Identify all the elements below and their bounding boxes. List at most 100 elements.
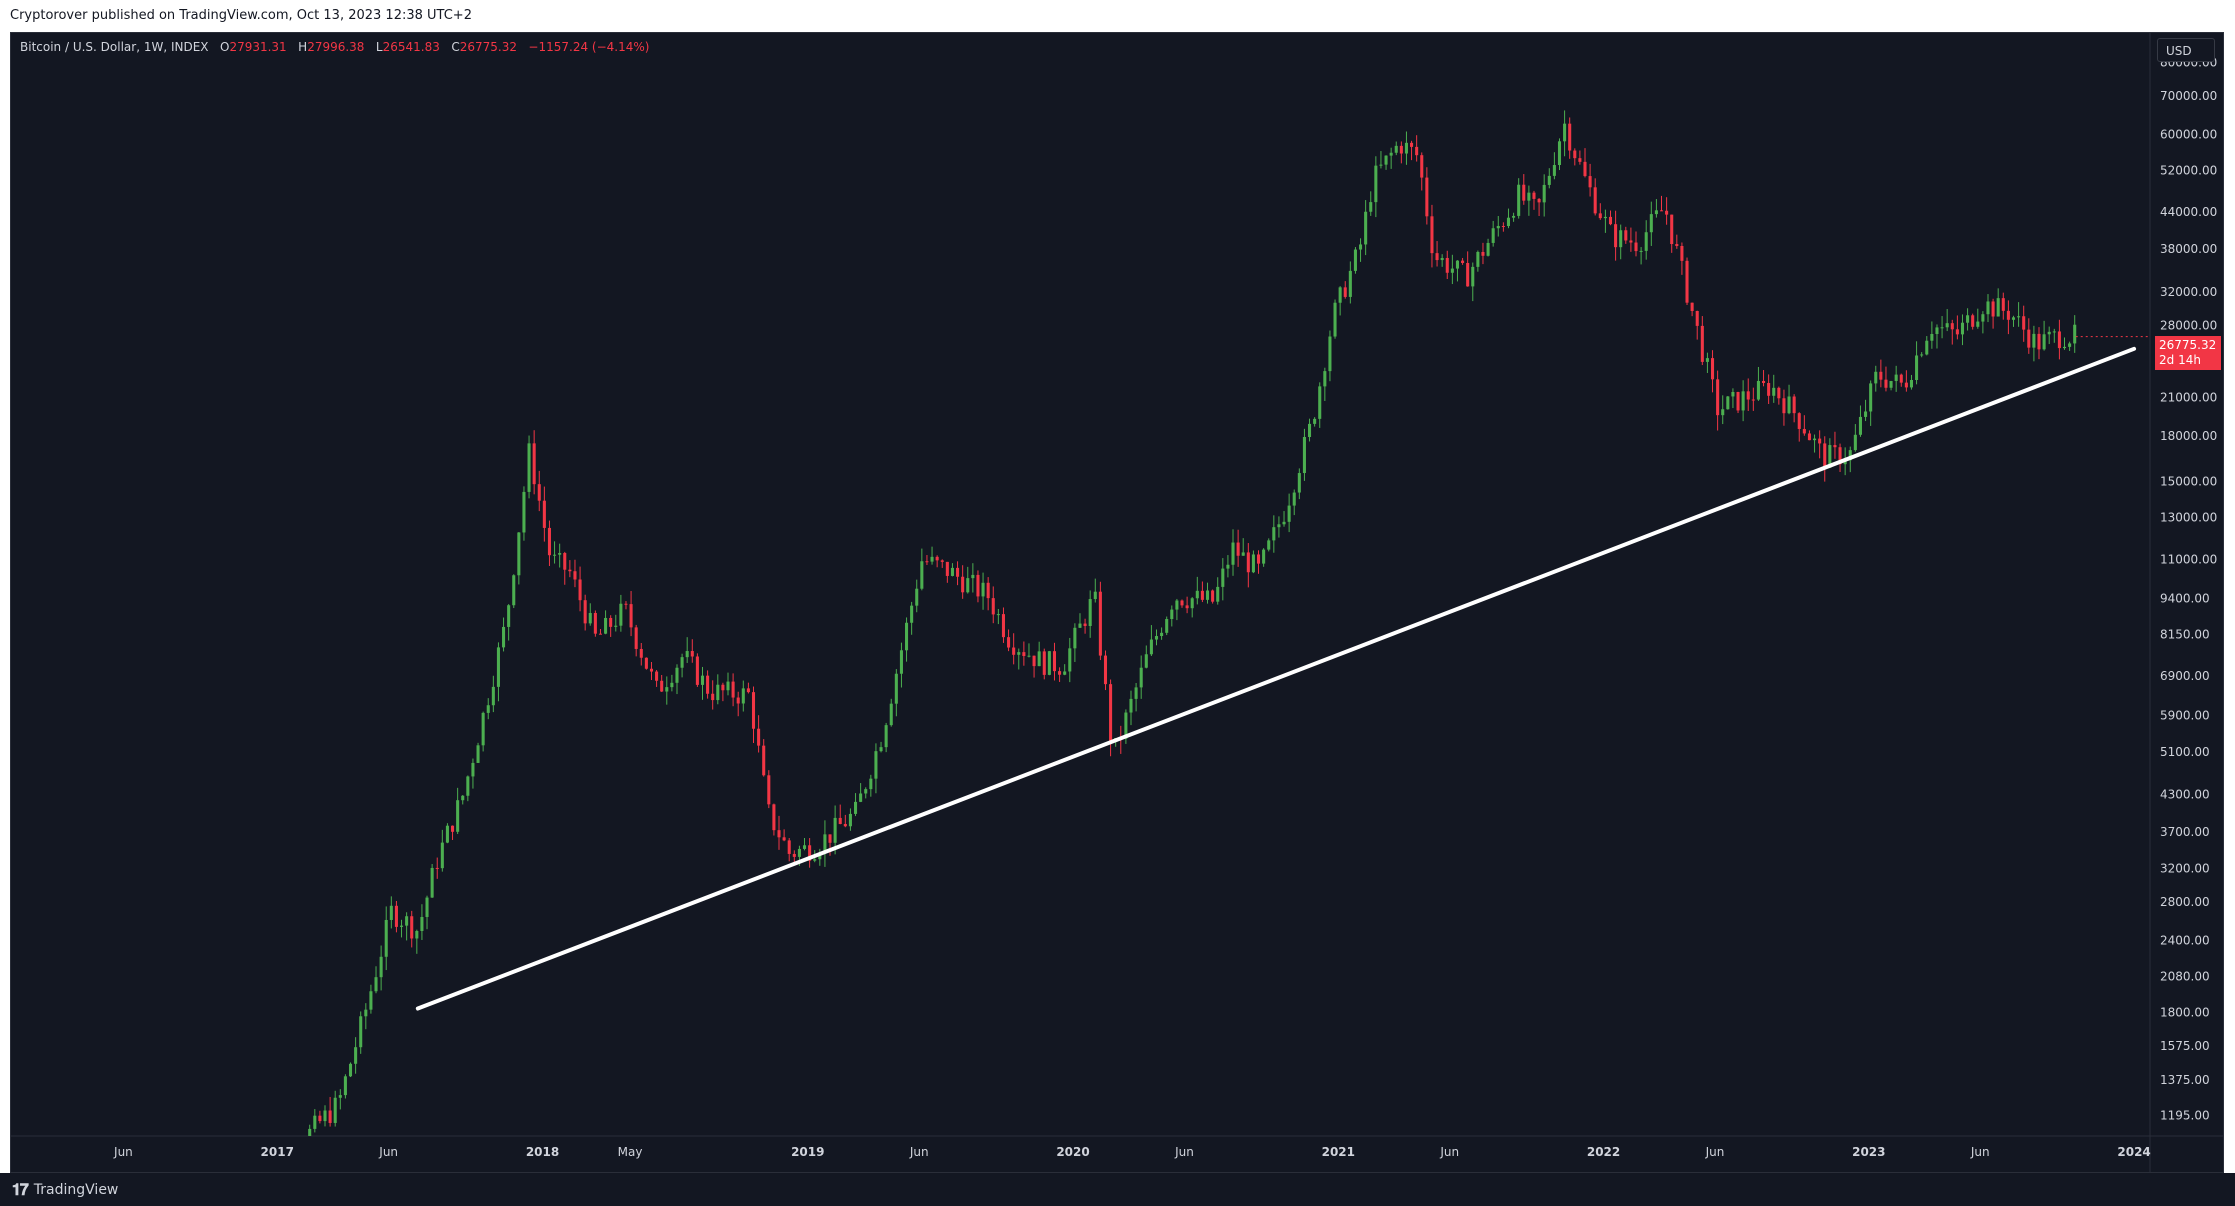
candle-body xyxy=(639,648,643,658)
candle-body xyxy=(1756,380,1760,400)
candle-body xyxy=(1282,521,1286,525)
candle-body xyxy=(578,579,582,601)
candle-body xyxy=(1904,382,1908,388)
time-tick-label: Jun xyxy=(1439,1145,1459,1159)
candle-body xyxy=(1404,142,1408,154)
candle-body xyxy=(1037,651,1041,667)
candle-body xyxy=(838,817,842,824)
candle-body xyxy=(1165,619,1169,633)
candle-body xyxy=(971,574,975,579)
candle-body xyxy=(1134,687,1138,699)
currency-button[interactable]: USD xyxy=(2157,38,2215,62)
candle-body xyxy=(1491,228,1495,243)
candle-body xyxy=(1705,358,1709,362)
time-tick-label: May xyxy=(618,1145,643,1159)
close-value: 26775.32 xyxy=(459,40,517,54)
low-value: 26541.83 xyxy=(382,40,440,54)
candle-body xyxy=(445,825,449,843)
candle-body xyxy=(384,919,388,957)
candle-body xyxy=(507,605,511,627)
candle-body xyxy=(1608,216,1613,225)
candle-body xyxy=(1986,301,1990,315)
candle-body xyxy=(435,867,439,869)
candle-body xyxy=(1246,552,1250,573)
candle-body xyxy=(905,622,909,651)
candle-body xyxy=(558,553,562,555)
price-tick-label: 44000.00 xyxy=(2160,205,2217,219)
time-tick-label: 2021 xyxy=(1322,1145,1355,1159)
candle-body xyxy=(542,500,546,528)
candle-body xyxy=(354,1047,358,1064)
candle-body xyxy=(802,845,807,849)
candle-body xyxy=(2052,331,2056,333)
candle-body xyxy=(634,627,638,649)
candle-body xyxy=(792,853,796,857)
candle-body xyxy=(604,617,608,634)
time-tick-label: 2024 xyxy=(2117,1145,2150,1159)
candle-body xyxy=(1654,210,1658,215)
candle-body xyxy=(1154,636,1159,640)
candle-body xyxy=(1093,591,1097,600)
candle-body xyxy=(1496,225,1500,229)
candle-body xyxy=(1879,371,1883,380)
candle-body xyxy=(1920,354,1924,356)
candle-body xyxy=(1476,251,1480,267)
candle-body xyxy=(1894,374,1898,382)
candle-body xyxy=(1991,301,1995,317)
candle-body xyxy=(1547,175,1551,185)
candle-body xyxy=(660,680,664,692)
candle-body xyxy=(711,693,715,701)
candle-body xyxy=(813,859,817,861)
candle-body xyxy=(2037,333,2041,350)
price-tick-label: 38000.00 xyxy=(2160,242,2217,256)
candle-body xyxy=(614,625,618,627)
candle-body xyxy=(649,668,654,672)
time-tick-label: Jun xyxy=(909,1145,929,1159)
candle-body xyxy=(1211,590,1215,602)
candle-body xyxy=(1359,244,1363,250)
candle-body xyxy=(313,1115,317,1129)
symbol-name: Bitcoin / U.S. Dollar, 1W, INDEX xyxy=(20,40,209,54)
candle-body xyxy=(476,745,480,763)
publish-header: Cryptorover published on TradingView.com… xyxy=(0,0,2235,32)
tradingview-logo-icon[interactable]: 𝟏𝟕 xyxy=(12,1179,29,1199)
candle-body xyxy=(1481,251,1485,256)
candle-body xyxy=(323,1110,327,1122)
candle-body xyxy=(889,703,893,726)
time-tick-label: Jun xyxy=(1174,1145,1194,1159)
candle-body xyxy=(1297,473,1301,493)
candle-body xyxy=(1461,260,1465,263)
candle-body xyxy=(1639,250,1643,252)
candle-body xyxy=(1828,445,1832,468)
candle-body xyxy=(1848,450,1852,461)
brand-label[interactable]: TradingView xyxy=(33,1181,119,1198)
candle-body xyxy=(573,571,577,580)
candle-body xyxy=(1833,445,1837,448)
candle-body xyxy=(1063,671,1067,675)
candle-body xyxy=(425,897,429,917)
candle-body xyxy=(956,567,960,577)
price-tick-label: 1800.00 xyxy=(2160,1006,2210,1020)
candle-body xyxy=(1032,655,1036,667)
candle-body xyxy=(716,684,720,701)
candle-body xyxy=(1552,165,1556,176)
chart-frame[interactable] xyxy=(10,32,2224,1173)
candle-body xyxy=(1578,158,1582,162)
candle-body xyxy=(532,443,536,485)
price-tick-label: 18000.00 xyxy=(2160,429,2217,443)
candle-body xyxy=(1236,542,1240,556)
candle-body xyxy=(665,687,669,692)
time-tick-label: Jun xyxy=(1970,1145,1990,1159)
candle-body xyxy=(481,712,485,746)
candle-body xyxy=(583,600,587,624)
candle-body xyxy=(1466,262,1470,287)
time-tick-label: 2020 xyxy=(1056,1145,1089,1159)
candle-body xyxy=(1807,433,1811,441)
candle-body xyxy=(1573,150,1577,159)
candle-body xyxy=(1634,242,1638,252)
candle-body xyxy=(1262,549,1266,564)
candle-body xyxy=(1787,396,1791,414)
candle-body xyxy=(1710,358,1715,380)
candle-body xyxy=(930,556,934,562)
